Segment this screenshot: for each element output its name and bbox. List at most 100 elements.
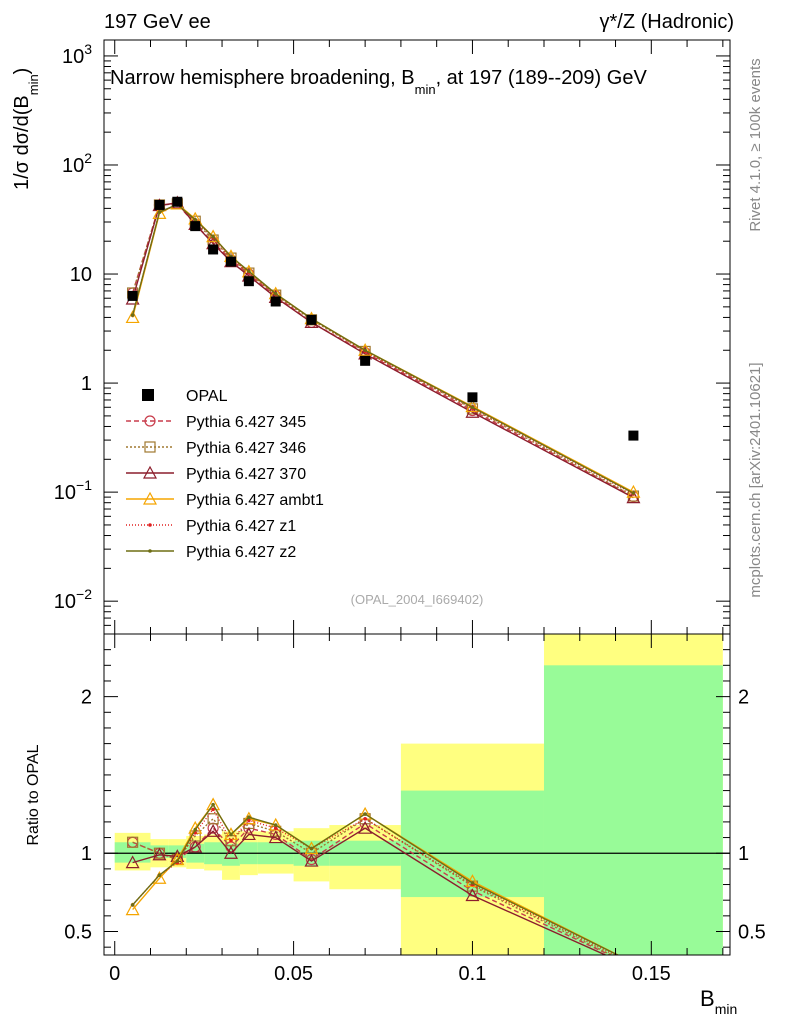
legend-marker-1 bbox=[144, 441, 156, 453]
ratio-1-point-0 bbox=[127, 836, 139, 848]
data-point-10 bbox=[467, 392, 478, 403]
ratio-2-point-6 bbox=[241, 827, 256, 841]
series-5-point-9 bbox=[363, 348, 367, 353]
ratio-y-label: Ratio to OPAL bbox=[25, 744, 42, 845]
ratio-plot-border bbox=[103, 633, 731, 956]
ratio-2-point-0 bbox=[125, 855, 140, 869]
series-5-point-1 bbox=[157, 210, 162, 214]
ratio-y-tick-label-left-1: 1 bbox=[81, 843, 92, 865]
ratio-5-point-9 bbox=[363, 812, 367, 816]
data-point-5 bbox=[225, 256, 236, 267]
series-5-point-4 bbox=[211, 234, 215, 239]
ratio-5-point-6 bbox=[247, 815, 251, 820]
series-3-point-9 bbox=[358, 342, 373, 356]
legend: OPAL Pythia 6.427 345 Pythia 6.427 346 Pyth… bbox=[126, 388, 324, 561]
ratio-2-point-1 bbox=[152, 847, 167, 861]
ratio-5-point-8 bbox=[309, 846, 314, 851]
y-tick-label-1: 10−1 bbox=[54, 477, 92, 504]
series-5-point-0 bbox=[130, 313, 135, 317]
plot-title: Narrow hemisphere broadening, Bmin, at 1… bbox=[110, 67, 647, 97]
ratio-4-point-5 bbox=[229, 838, 233, 843]
legend-marker-0 bbox=[144, 415, 156, 427]
legend-data-marker bbox=[142, 389, 154, 401]
ratio-5-point-1 bbox=[157, 873, 162, 877]
data-point-7 bbox=[270, 296, 281, 307]
legend-marker-5 bbox=[148, 549, 152, 553]
ratio-4-point-4 bbox=[211, 807, 215, 812]
legend-label-3: Pythia 6.427 ambt1 bbox=[186, 492, 324, 509]
ratio-4-point-9 bbox=[363, 816, 367, 821]
data-point-6 bbox=[243, 276, 254, 287]
band-green-10 bbox=[400, 790, 544, 898]
ratio-y-tick-label-left-2: 2 bbox=[81, 687, 92, 709]
ratio-2-point-9 bbox=[358, 820, 373, 834]
y-tick-label-0: 10−2 bbox=[54, 586, 92, 613]
y-tick-label-3: 10 bbox=[70, 264, 92, 286]
series-3-point-0 bbox=[125, 310, 140, 324]
ratio-y-tick-label-right-1: 1 bbox=[738, 843, 749, 865]
ratio-plot: 0.5 0.5 1 1 2 2 0 0.05 0.1 0.15 Ratio to OPAL Bmi… bbox=[25, 633, 766, 1017]
y-tick-label-5: 103 bbox=[62, 41, 92, 68]
data-point-9 bbox=[360, 355, 371, 366]
rivet-label: Rivet 4.1.0, ≥ 100k events bbox=[747, 58, 764, 231]
band-green-11 bbox=[543, 665, 723, 955]
ratio-5-point-0 bbox=[130, 903, 135, 907]
x-tick-label-1: 0.05 bbox=[274, 963, 313, 985]
ratio-5-point-4 bbox=[211, 802, 215, 807]
ratio-2-point-5 bbox=[223, 845, 238, 859]
series-5-point-10 bbox=[470, 405, 475, 410]
legend-label-5: Pythia 6.427 z2 bbox=[186, 544, 296, 561]
reference-label: (OPAL_2004_I669402) bbox=[351, 592, 484, 607]
ratio-line-5 bbox=[132, 803, 620, 955]
ratio-3-point-8 bbox=[304, 841, 319, 855]
legend-marker-3 bbox=[142, 491, 158, 505]
data-point-0 bbox=[127, 290, 138, 301]
ratio-3-point-0 bbox=[125, 902, 140, 916]
y-tick-label-2: 1 bbox=[81, 373, 92, 395]
ratio-y-tick-label-right-0: 0.5 bbox=[738, 922, 766, 944]
series-5-point-6 bbox=[247, 269, 251, 274]
x-tick-label-2: 0.1 bbox=[459, 963, 487, 985]
data-points bbox=[127, 196, 639, 441]
ratio-y-tick-label-left-0: 0.5 bbox=[64, 922, 92, 944]
ratio-series-5 bbox=[130, 802, 620, 955]
ratio-5-point-2 bbox=[175, 859, 180, 863]
ratio-5-point-10 bbox=[470, 881, 475, 885]
band-green-0 bbox=[114, 842, 151, 863]
legend-marker-4 bbox=[148, 523, 152, 527]
series-3-point-1 bbox=[152, 206, 167, 219]
ratio-5-point-5 bbox=[229, 832, 233, 837]
main-plot-frame bbox=[104, 40, 730, 634]
ratio-4-point-7 bbox=[273, 826, 278, 830]
y-tick-label-4: 102 bbox=[62, 150, 92, 177]
legend-label-4: Pythia 6.427 z1 bbox=[186, 518, 296, 535]
legend-label-1: Pythia 6.427 346 bbox=[186, 440, 306, 457]
x-tick-label-3: 0.15 bbox=[632, 963, 671, 985]
ratio-5-point-7 bbox=[273, 823, 278, 827]
main-plot: 10−2 10−1 1 10 102 103 Narrow hemisphere broa… bbox=[11, 39, 731, 635]
series-5-point-11 bbox=[631, 491, 636, 495]
legend-marker-2 bbox=[142, 465, 158, 479]
header-left: 197 GeV ee bbox=[104, 11, 211, 33]
data-point-8 bbox=[306, 314, 317, 325]
data-point-1 bbox=[154, 199, 165, 210]
ratio-2-point-3 bbox=[188, 839, 203, 853]
x-axis-label: Bmin bbox=[700, 986, 737, 1017]
mcplots-label: mcplots.cern.ch [arXiv:2401.10621] bbox=[747, 362, 764, 597]
data-point-4 bbox=[208, 244, 219, 255]
legend-label-0: Pythia 6.427 345 bbox=[186, 414, 306, 431]
header-right: γ*/Z (Hadronic) bbox=[600, 11, 734, 33]
legend-data-label: OPAL bbox=[186, 388, 228, 405]
ratio-0-point-4 bbox=[207, 822, 219, 834]
legend-label-2: Pythia 6.427 370 bbox=[186, 466, 306, 483]
data-point-3 bbox=[190, 221, 201, 232]
ratio-1-point-4 bbox=[207, 813, 219, 825]
series-5-point-7 bbox=[273, 291, 278, 296]
ratio-2-point-8 bbox=[304, 853, 319, 867]
ratio-5-point-3 bbox=[193, 827, 198, 832]
ratio-2-point-10 bbox=[465, 888, 480, 902]
x-tick-label-0: 0 bbox=[109, 963, 120, 985]
data-point-11 bbox=[628, 430, 639, 441]
ratio-4-point-6 bbox=[247, 818, 251, 823]
